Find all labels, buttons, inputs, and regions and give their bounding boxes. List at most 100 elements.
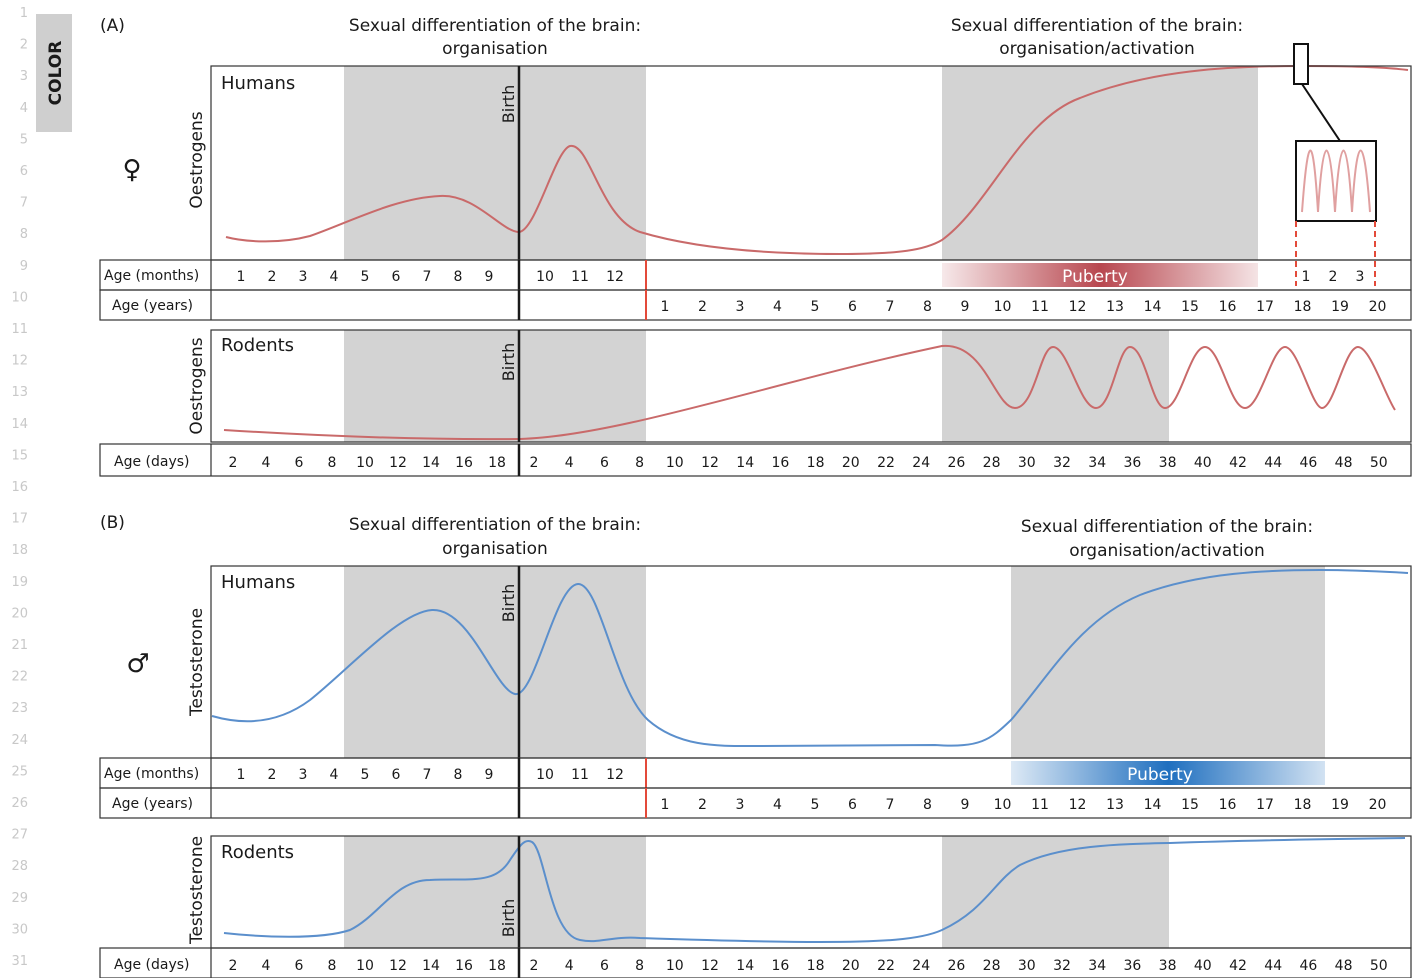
tick-label: 4 bbox=[565, 958, 574, 974]
tick-label: 8 bbox=[635, 455, 644, 471]
tick-label: 14 bbox=[422, 455, 440, 471]
testosterone-rodent-curve bbox=[223, 837, 1406, 944]
tick-label: 38 bbox=[1159, 455, 1177, 471]
tick-label: 16 bbox=[1219, 797, 1237, 813]
tick-label: 2 bbox=[1329, 269, 1338, 285]
species-label-humans: Humans bbox=[221, 73, 295, 94]
tick-label: 9 bbox=[961, 797, 970, 813]
tick-labels-years: 1 2 3 4 5 6 7 8 9 10 11 12 13 14 15 16 17 18 19 20 bbox=[661, 797, 1387, 813]
tick-label: 6 bbox=[848, 797, 857, 813]
tick-label: 15 bbox=[1181, 299, 1199, 315]
tick-label: 36 bbox=[1123, 455, 1141, 471]
tick-label: 28 bbox=[983, 958, 1001, 974]
tick-label: 8 bbox=[923, 299, 932, 315]
female-symbol-icon: ♀ bbox=[122, 155, 141, 185]
tick-label: 4 bbox=[773, 299, 782, 315]
tick-label: 3 bbox=[736, 299, 745, 315]
line-number: 9 bbox=[20, 259, 28, 274]
row-label-months: Age (months) bbox=[104, 268, 199, 284]
row-label-years: Age (years) bbox=[112, 298, 193, 314]
shade-prenatal bbox=[344, 836, 518, 948]
row-label-days: Age (days) bbox=[114, 957, 190, 973]
panel-a-title-right-line2: organisation/activation bbox=[999, 39, 1195, 59]
tick-label: 7 bbox=[423, 767, 432, 783]
shade-postnatal bbox=[520, 836, 646, 948]
line-number: 16 bbox=[11, 480, 28, 495]
tick-labels-days: 2 4 6 8 10 12 14 16 18 2 4 6 8 10 12 14 16 18 20 22 24 26 28 30… bbox=[229, 455, 1388, 471]
tick-label: 14 bbox=[1144, 797, 1162, 813]
panel-b-title-left-line1: Sexual differentiation of the brain: bbox=[349, 515, 641, 535]
tick-label: 38 bbox=[1159, 958, 1177, 974]
line-number: 20 bbox=[11, 606, 28, 621]
tick-label: 40 bbox=[1194, 455, 1212, 471]
tick-label: 11 bbox=[571, 767, 589, 783]
tick-label: 50 bbox=[1370, 958, 1388, 974]
line-number: 14 bbox=[11, 417, 28, 432]
panel-b-title-right-line1: Sexual differentiation of the brain: bbox=[1021, 517, 1313, 537]
line-number: 21 bbox=[11, 638, 28, 653]
panel-a-title-right-line1: Sexual differentiation of the brain: bbox=[951, 16, 1243, 36]
age-years-row-b bbox=[99, 787, 1412, 819]
birth-label: Birth bbox=[499, 899, 518, 937]
shade-puberty bbox=[942, 836, 1169, 948]
tick-label: 14 bbox=[422, 958, 440, 974]
tick-label: 34 bbox=[1088, 958, 1106, 974]
tick-label: 26 bbox=[947, 958, 965, 974]
tick-label: 18 bbox=[1294, 797, 1312, 813]
tick-label: 2 bbox=[698, 797, 707, 813]
line-number: 25 bbox=[11, 764, 28, 779]
shade-postnatal bbox=[520, 66, 646, 260]
panel-a: (A) Sexual differentiation of the brain:… bbox=[99, 16, 1412, 477]
tick-label: 6 bbox=[600, 958, 609, 974]
panel-a-title-left-line2: organisation bbox=[442, 39, 548, 59]
puberty-label-female: Puberty bbox=[1062, 267, 1128, 287]
tick-label: 12 bbox=[606, 269, 624, 285]
tick-label: 12 bbox=[1069, 797, 1087, 813]
line-number: 6 bbox=[20, 164, 28, 179]
tick-label: 9 bbox=[961, 299, 970, 315]
panel-b-label: (B) bbox=[100, 513, 125, 533]
tick-label: 10 bbox=[666, 958, 684, 974]
tick-label: 1 bbox=[661, 299, 670, 315]
species-label-humans: Humans bbox=[221, 572, 295, 593]
tick-label: 1 bbox=[661, 797, 670, 813]
line-number: 13 bbox=[11, 385, 28, 400]
inset-oscillation-curve bbox=[1301, 149, 1371, 213]
tick-label: 18 bbox=[1294, 299, 1312, 315]
tick-label: 5 bbox=[811, 299, 820, 315]
tick-label: 2 bbox=[268, 269, 277, 285]
tick-label: 10 bbox=[994, 797, 1012, 813]
shade-puberty bbox=[1011, 566, 1325, 758]
row-label-months: Age (months) bbox=[104, 766, 199, 782]
tick-label: 8 bbox=[635, 958, 644, 974]
tick-label: 3 bbox=[299, 269, 308, 285]
tick-label: 8 bbox=[454, 767, 463, 783]
tick-label: 7 bbox=[423, 269, 432, 285]
tick-label: 22 bbox=[877, 455, 895, 471]
age-days-row-a bbox=[99, 443, 1412, 477]
tick-label: 12 bbox=[389, 958, 407, 974]
tick-labels-months: 1 2 3 4 5 6 7 8 9 10 11 12 bbox=[237, 767, 624, 783]
tick-label: 10 bbox=[356, 958, 374, 974]
testosterone-human-curve bbox=[211, 568, 1409, 748]
tick-label: 10 bbox=[666, 455, 684, 471]
tick-label: 2 bbox=[530, 958, 539, 974]
tick-label: 20 bbox=[842, 958, 860, 974]
tick-label: 18 bbox=[488, 455, 506, 471]
tick-label: 42 bbox=[1229, 958, 1247, 974]
tick-label: 2 bbox=[229, 455, 238, 471]
line-number: 8 bbox=[20, 227, 28, 242]
line-number: 18 bbox=[11, 543, 28, 558]
tick-label: 7 bbox=[886, 299, 895, 315]
birth-label: Birth bbox=[499, 85, 518, 123]
tick-label: 4 bbox=[565, 455, 574, 471]
tick-label: 9 bbox=[485, 767, 494, 783]
row-label-years: Age (years) bbox=[112, 796, 193, 812]
tick-label: 32 bbox=[1053, 455, 1071, 471]
line-number: 30 bbox=[11, 922, 28, 937]
color-tab-label: COLOR bbox=[46, 41, 66, 106]
tick-label: 48 bbox=[1335, 958, 1353, 974]
line-number: 31 bbox=[11, 954, 28, 969]
tick-label: 14 bbox=[736, 958, 754, 974]
shade-prenatal bbox=[344, 566, 518, 758]
